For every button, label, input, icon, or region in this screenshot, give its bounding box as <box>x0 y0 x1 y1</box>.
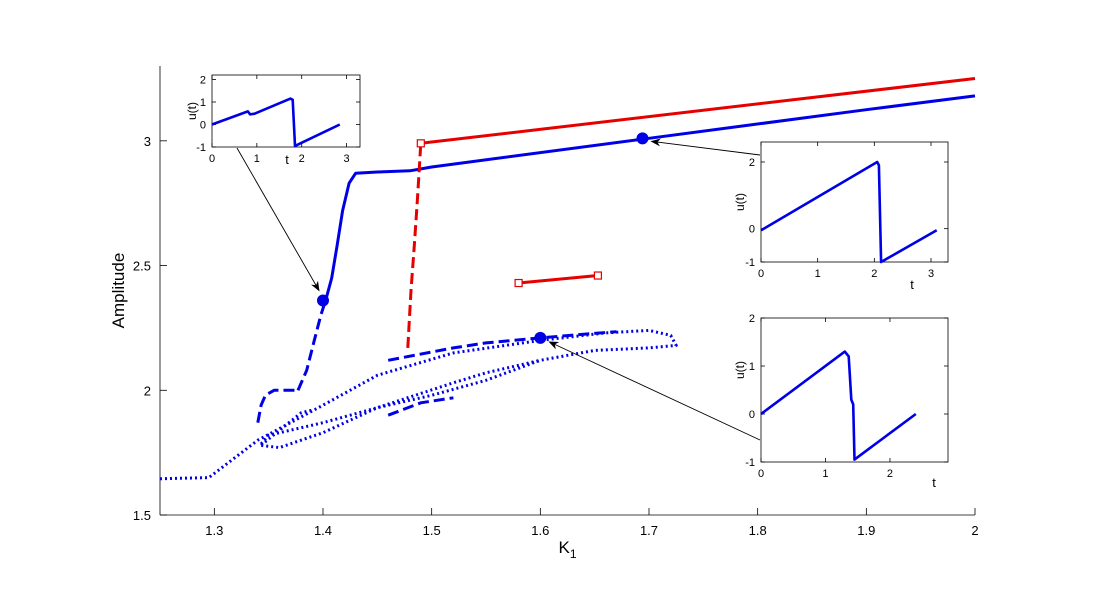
inset-top-left-y-tick-label: 0 <box>200 119 206 131</box>
inset-right-middle-axes-frame <box>760 141 949 263</box>
inset-right-bottom-x-tick-label: 1 <box>822 468 828 480</box>
y-tick-label: 2.5 <box>133 259 151 274</box>
inset-top-left-x-tick-label: 3 <box>343 153 349 165</box>
inset-top-left-x-label: t <box>285 152 289 167</box>
endpoint-square-marker <box>416 139 425 148</box>
inset-top-left-y-tick-label: -1 <box>196 142 206 154</box>
inset-top-left-x-tick-label: 0 <box>209 153 215 165</box>
inset-right-middle-y-tick-label: -1 <box>745 257 755 269</box>
series-blue-dotted-3 <box>159 328 678 481</box>
y-tick-label: 2 <box>144 383 151 398</box>
inset-right-bottom-y-label: u(t) <box>733 361 747 379</box>
data-point-marker <box>636 132 649 145</box>
inset-right-middle-y-tick-label: 2 <box>749 157 755 169</box>
y-axis-label: Amplitude <box>109 253 128 329</box>
inset-top-left-y-tick-label: 2 <box>200 74 206 86</box>
inset-right-middle-y-label: u(t) <box>733 193 747 211</box>
series-red-solid-7 <box>420 77 976 145</box>
x-axis-label: K1 <box>558 538 576 561</box>
inset-pointer-arrow <box>548 341 761 441</box>
x-tick-label: 1.8 <box>749 523 767 538</box>
inset-top-left-x-tick-label: 1 <box>254 153 260 165</box>
inset-right-bottom-y-tick-label: -1 <box>745 457 755 469</box>
inset-pointer-arrow <box>650 138 761 156</box>
x-tick-label: 1.3 <box>205 523 223 538</box>
data-point-marker <box>534 331 547 344</box>
series-red-solid-9 <box>518 274 599 285</box>
series-blue-dashed-2 <box>256 388 298 423</box>
inset-right-bottom-y-tick-label: 0 <box>749 409 755 421</box>
x-tick-label: 1.4 <box>314 523 332 538</box>
x-tick-label: 1.6 <box>531 523 549 538</box>
series-blue-solid-0 <box>324 94 976 299</box>
inset-top-left-y-tick-label: 1 <box>200 97 206 109</box>
inset-right-bottom-x-label: t <box>932 475 936 490</box>
series-blue-dashed-1 <box>296 297 328 391</box>
inset-top-left-x-tick-label: 2 <box>299 153 305 165</box>
inset-right-bottom-x-tick-label: 2 <box>887 468 893 480</box>
x-tick-label: 2 <box>971 523 978 538</box>
x-tick-label: 1.5 <box>423 523 441 538</box>
series-blue-dashed-5 <box>387 330 617 362</box>
inset-right-bottom-y-tick-label: 1 <box>749 361 755 373</box>
endpoint-square-marker <box>593 271 603 280</box>
inset-right-middle-x-tick-label: 1 <box>815 268 821 280</box>
inset-right-middle-x-tick-label: 3 <box>928 268 934 280</box>
inset-right-middle-x-label: t <box>910 277 914 292</box>
data-point-marker <box>317 294 329 307</box>
inset-top-left-y-label: u(t) <box>185 102 199 120</box>
x-tick-label: 1.9 <box>857 523 875 538</box>
inset-right-bottom-x-tick-label: 0 <box>758 468 764 480</box>
series-blue-dashed-6 <box>387 396 454 417</box>
y-tick-label: 1.5 <box>133 508 151 523</box>
inset-right-bottom-waveform-line <box>760 350 917 461</box>
endpoint-square-marker <box>514 278 523 288</box>
x-tick-label: 1.7 <box>640 523 658 538</box>
series-red-dashed-8 <box>406 143 423 348</box>
inset-right-middle-x-tick-label: 0 <box>758 268 764 280</box>
inset-pointer-arrow <box>236 147 320 292</box>
inset-top-left-waveform-line <box>211 97 341 148</box>
series-blue-dotted-4 <box>260 408 313 447</box>
inset-right-middle-waveform-line <box>760 160 938 264</box>
inset-right-bottom-y-tick-label: 2 <box>749 313 755 325</box>
inset-right-middle-y-tick-label: 0 <box>749 224 755 236</box>
inset-right-middle-x-tick-label: 2 <box>871 268 877 280</box>
y-tick-label: 3 <box>144 134 151 149</box>
inset-top-left-axes-frame <box>211 74 361 148</box>
